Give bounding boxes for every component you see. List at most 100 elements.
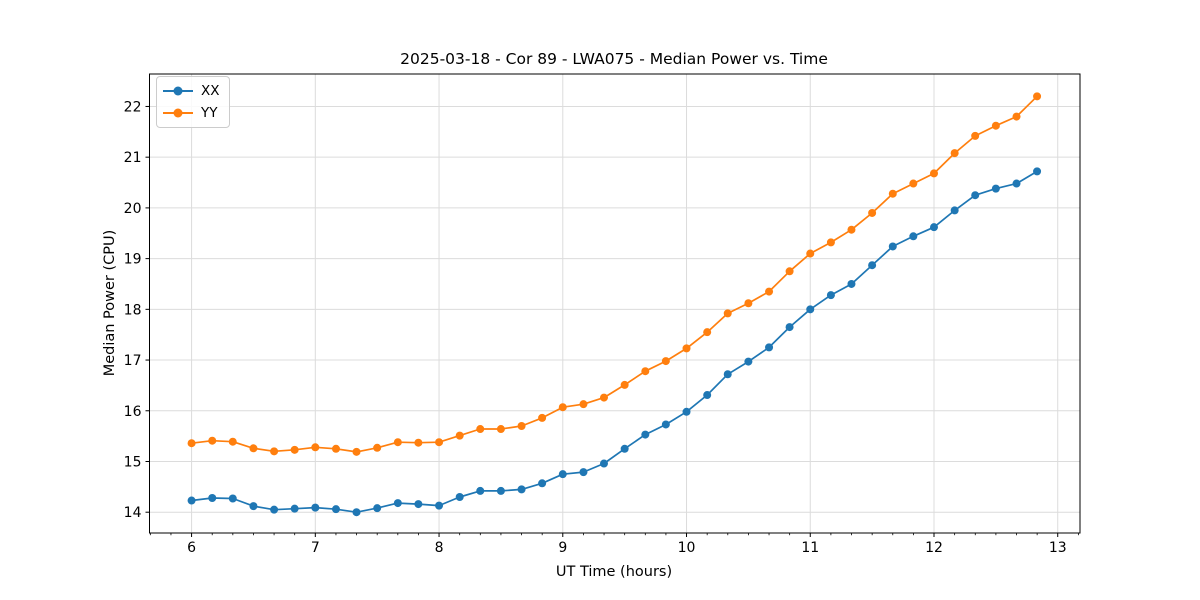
x-tick-label: 13 <box>1049 540 1067 556</box>
data-point-yy <box>765 287 774 296</box>
data-point-yy <box>517 421 526 430</box>
data-point-xx <box>414 500 423 509</box>
x-axis-label: UT Time (hours) <box>555 564 673 580</box>
data-point-yy <box>558 403 567 412</box>
data-point-xx <box>393 499 402 508</box>
data-point-xx <box>599 459 608 468</box>
x-tick-label: 9 <box>558 540 567 556</box>
data-point-xx <box>785 323 794 332</box>
data-point-xx <box>311 503 320 512</box>
data-point-yy <box>909 179 918 188</box>
data-point-yy <box>435 438 444 447</box>
data-point-xx <box>558 470 567 479</box>
data-point-yy <box>826 238 835 247</box>
data-point-yy <box>744 299 753 308</box>
data-point-xx <box>950 206 959 215</box>
y-tick-label: 22 <box>124 99 142 115</box>
data-point-xx <box>270 505 279 514</box>
data-point-xx <box>641 430 650 439</box>
data-point-xx <box>455 492 464 501</box>
data-point-xx <box>703 391 712 400</box>
data-point-xx <box>496 486 505 495</box>
data-point-yy <box>703 328 712 337</box>
data-point-yy <box>641 367 650 376</box>
data-point-xx <box>1033 167 1042 176</box>
y-axis-label: Median Power (CPU) <box>102 229 118 377</box>
data-point-xx <box>744 357 753 366</box>
legend-swatch-xx-icon <box>163 85 193 97</box>
data-point-yy <box>290 445 299 454</box>
data-point-xx <box>723 370 732 379</box>
data-point-xx <box>435 501 444 510</box>
data-point-yy <box>228 437 237 446</box>
data-point-yy <box>373 443 382 452</box>
data-point-yy <box>785 267 794 276</box>
data-point-yy <box>661 357 670 366</box>
data-point-yy <box>991 121 1000 130</box>
data-point-yy <box>888 189 897 198</box>
legend-item-xx: XX <box>163 81 220 101</box>
data-point-yy <box>806 249 815 258</box>
legend-label-yy: YY <box>201 105 218 121</box>
data-point-yy <box>352 447 361 456</box>
y-tick-label: 21 <box>124 150 142 166</box>
data-point-xx <box>909 232 918 241</box>
data-point-yy <box>270 447 279 456</box>
data-point-xx <box>991 184 1000 193</box>
data-point-xx <box>352 508 361 517</box>
chart-title: 2025-03-18 - Cor 89 - LWA075 - Median Po… <box>400 50 828 68</box>
y-tick-label: 20 <box>124 201 142 217</box>
data-point-xx <box>888 242 897 251</box>
legend: XX YY <box>156 76 230 128</box>
data-point-xx <box>682 407 691 416</box>
data-point-yy <box>414 438 423 447</box>
x-tick-label: 10 <box>678 540 696 556</box>
x-tick-label: 8 <box>435 540 444 556</box>
data-point-xx <box>661 420 670 429</box>
data-point-xx <box>579 468 588 477</box>
series-line-yy <box>191 95 1038 453</box>
data-point-yy <box>682 344 691 353</box>
y-tick-label: 19 <box>124 252 142 268</box>
data-point-yy <box>331 444 340 453</box>
data-point-xx <box>1012 179 1021 188</box>
x-tick-label: 7 <box>311 540 320 556</box>
data-point-xx <box>868 261 877 270</box>
data-point-xx <box>929 223 938 232</box>
legend-swatch-yy-icon <box>163 107 193 119</box>
data-point-yy <box>249 444 258 453</box>
data-point-xx <box>620 444 629 453</box>
data-point-yy <box>311 443 320 452</box>
data-point-xx <box>971 191 980 200</box>
y-tick-label: 17 <box>124 353 142 369</box>
legend-item-yy: YY <box>163 103 220 123</box>
data-point-yy <box>496 425 505 434</box>
data-point-yy <box>620 380 629 389</box>
data-point-xx <box>765 343 774 352</box>
data-point-yy <box>538 413 547 422</box>
data-point-xx <box>290 504 299 513</box>
data-point-yy <box>971 131 980 140</box>
data-point-xx <box>826 291 835 300</box>
data-point-xx <box>476 486 485 495</box>
legend-label-xx: XX <box>201 83 220 99</box>
data-point-xx <box>228 494 237 503</box>
data-point-yy <box>868 208 877 217</box>
data-point-yy <box>929 169 938 178</box>
data-point-yy <box>455 431 464 440</box>
data-point-yy <box>723 309 732 318</box>
data-point-yy <box>187 439 196 448</box>
plot-border <box>149 73 1081 534</box>
x-tick-label: 12 <box>925 540 943 556</box>
data-point-xx <box>208 494 217 503</box>
y-tick-label: 18 <box>124 302 142 318</box>
y-tick-label: 16 <box>124 404 142 420</box>
y-tick-label: 15 <box>124 454 142 470</box>
data-point-xx <box>187 496 196 505</box>
y-tick-label: 14 <box>124 505 142 521</box>
x-tick-label: 11 <box>801 540 819 556</box>
data-point-xx <box>249 502 258 511</box>
x-tick-label: 6 <box>187 540 196 556</box>
data-point-yy <box>393 438 402 447</box>
